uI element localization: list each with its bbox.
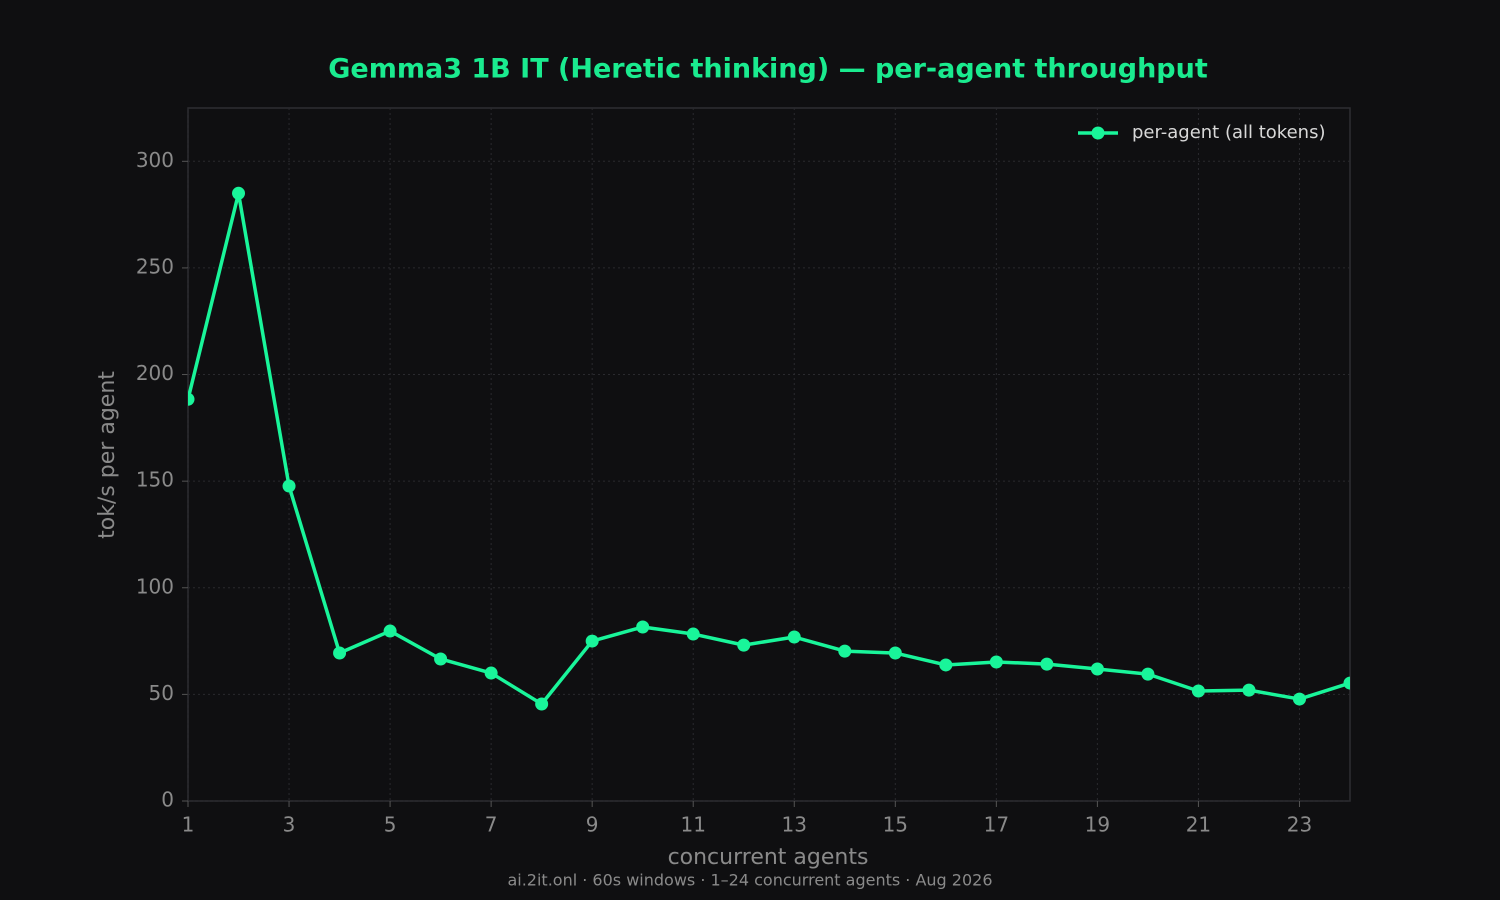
x-tick-label: 1 <box>182 813 195 837</box>
data-point <box>787 630 801 644</box>
data-point <box>383 624 397 638</box>
x-tick-label: 15 <box>883 813 908 837</box>
x-tick-label: 13 <box>782 813 807 837</box>
chart-title: Gemma3 1B IT (Heretic thinking) — per-ag… <box>328 54 1208 85</box>
y-tick-label: 150 <box>136 468 174 492</box>
y-tick-label: 50 <box>149 681 174 705</box>
data-point <box>1090 662 1104 676</box>
data-point <box>636 620 650 634</box>
data-point <box>484 666 498 680</box>
data-point <box>585 634 599 648</box>
legend-marker <box>1091 126 1105 140</box>
data-point <box>888 646 902 660</box>
data-point <box>989 655 1003 669</box>
y-tick-label: 250 <box>136 254 174 278</box>
x-tick-label: 7 <box>485 813 498 837</box>
data-point <box>1141 667 1155 681</box>
y-axis-label: tok/s per agent <box>95 371 120 539</box>
series-line <box>188 191 1350 706</box>
x-tick-label: 19 <box>1085 813 1110 837</box>
data-point <box>1343 676 1350 690</box>
plot-area <box>188 186 1350 711</box>
data-point <box>535 697 549 711</box>
x-tick-label: 5 <box>384 813 397 837</box>
data-point <box>282 479 296 493</box>
y-tick-label: 100 <box>136 574 174 598</box>
x-tick-label: 17 <box>984 813 1009 837</box>
legend-label: per-agent (all tokens) <box>1132 122 1325 143</box>
data-point <box>232 186 246 200</box>
x-axis-label: concurrent agents <box>668 845 869 870</box>
x-tick-label: 21 <box>1186 813 1211 837</box>
data-point <box>737 638 751 652</box>
data-point <box>686 627 700 641</box>
data-point <box>1191 684 1205 698</box>
x-tick-label: 23 <box>1287 813 1312 837</box>
data-point <box>838 644 852 658</box>
data-point <box>434 652 448 666</box>
data-point <box>939 658 953 672</box>
x-tick-label: 9 <box>586 813 599 837</box>
x-tick-label: 3 <box>283 813 296 837</box>
data-point <box>333 646 347 660</box>
x-tick-label: 11 <box>680 813 705 837</box>
data-point <box>1292 692 1306 706</box>
y-tick-label: 200 <box>136 361 174 385</box>
y-tick-label: 300 <box>136 148 174 172</box>
data-point <box>1242 683 1256 697</box>
footer: ai.2it.onl · 60s windows · 1–24 concurre… <box>507 871 992 890</box>
y-tick-label: 0 <box>161 788 174 812</box>
data-point <box>188 392 195 406</box>
data-point <box>1040 657 1054 671</box>
